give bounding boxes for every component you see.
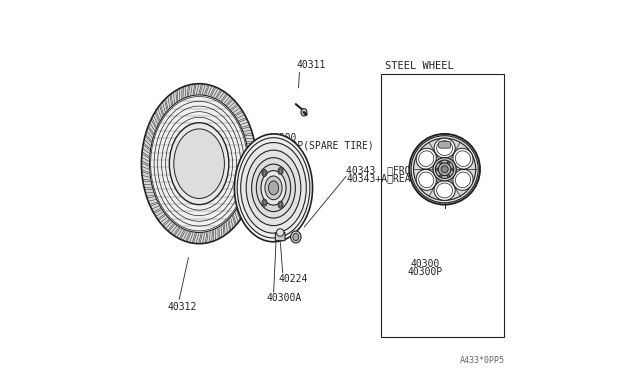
Ellipse shape bbox=[291, 231, 301, 243]
Ellipse shape bbox=[174, 129, 225, 198]
FancyBboxPatch shape bbox=[275, 232, 285, 241]
Text: 40300A: 40300A bbox=[266, 294, 301, 303]
Text: STEEL WHEEL: STEEL WHEEL bbox=[385, 61, 454, 71]
Ellipse shape bbox=[453, 169, 473, 190]
Bar bbox=[381, 74, 504, 337]
Ellipse shape bbox=[436, 141, 452, 155]
Ellipse shape bbox=[456, 172, 470, 188]
Ellipse shape bbox=[241, 142, 307, 233]
Text: 40300P: 40300P bbox=[407, 267, 442, 276]
Ellipse shape bbox=[279, 202, 282, 207]
Ellipse shape bbox=[419, 151, 434, 167]
Circle shape bbox=[411, 136, 478, 203]
Circle shape bbox=[438, 163, 451, 176]
Ellipse shape bbox=[416, 148, 436, 169]
Text: 40224: 40224 bbox=[278, 274, 308, 284]
Ellipse shape bbox=[263, 171, 266, 175]
Text: 40311: 40311 bbox=[297, 60, 326, 70]
Text: 40300P(SPARE TIRE): 40300P(SPARE TIRE) bbox=[268, 141, 374, 151]
Ellipse shape bbox=[456, 151, 470, 167]
Ellipse shape bbox=[246, 150, 301, 225]
Ellipse shape bbox=[237, 138, 310, 238]
Circle shape bbox=[410, 134, 480, 205]
Text: A433*0PP5: A433*0PP5 bbox=[460, 356, 505, 365]
Ellipse shape bbox=[262, 170, 267, 176]
Circle shape bbox=[440, 175, 442, 177]
Circle shape bbox=[440, 161, 442, 164]
Ellipse shape bbox=[150, 95, 249, 232]
Circle shape bbox=[413, 138, 476, 201]
Text: 40300: 40300 bbox=[410, 259, 440, 269]
Text: 40300: 40300 bbox=[268, 133, 298, 142]
Circle shape bbox=[451, 168, 454, 170]
Circle shape bbox=[447, 161, 450, 164]
Ellipse shape bbox=[256, 164, 291, 212]
Ellipse shape bbox=[261, 171, 286, 205]
Ellipse shape bbox=[434, 138, 455, 158]
Circle shape bbox=[441, 166, 448, 173]
Ellipse shape bbox=[436, 183, 452, 198]
Text: 40343+A〈REAR〉: 40343+A〈REAR〉 bbox=[346, 174, 422, 183]
Ellipse shape bbox=[278, 201, 283, 208]
Text: 40343  〈FRONT〉: 40343 〈FRONT〉 bbox=[346, 165, 428, 175]
Ellipse shape bbox=[263, 201, 266, 205]
Ellipse shape bbox=[234, 134, 312, 242]
Circle shape bbox=[436, 168, 438, 170]
Ellipse shape bbox=[141, 84, 257, 244]
FancyBboxPatch shape bbox=[438, 142, 451, 148]
Ellipse shape bbox=[278, 167, 283, 174]
Circle shape bbox=[447, 175, 450, 177]
Ellipse shape bbox=[265, 176, 282, 200]
Ellipse shape bbox=[141, 84, 257, 244]
Ellipse shape bbox=[170, 123, 229, 205]
Ellipse shape bbox=[419, 172, 434, 188]
Ellipse shape bbox=[434, 180, 455, 201]
Ellipse shape bbox=[293, 233, 299, 241]
Ellipse shape bbox=[453, 148, 473, 169]
Circle shape bbox=[433, 158, 456, 181]
Ellipse shape bbox=[276, 229, 284, 236]
Ellipse shape bbox=[268, 181, 278, 195]
Ellipse shape bbox=[262, 199, 267, 206]
Ellipse shape bbox=[279, 169, 282, 173]
Ellipse shape bbox=[416, 169, 436, 190]
Circle shape bbox=[435, 160, 454, 179]
Text: 40312: 40312 bbox=[168, 302, 197, 312]
Ellipse shape bbox=[301, 109, 307, 116]
Ellipse shape bbox=[252, 158, 296, 218]
